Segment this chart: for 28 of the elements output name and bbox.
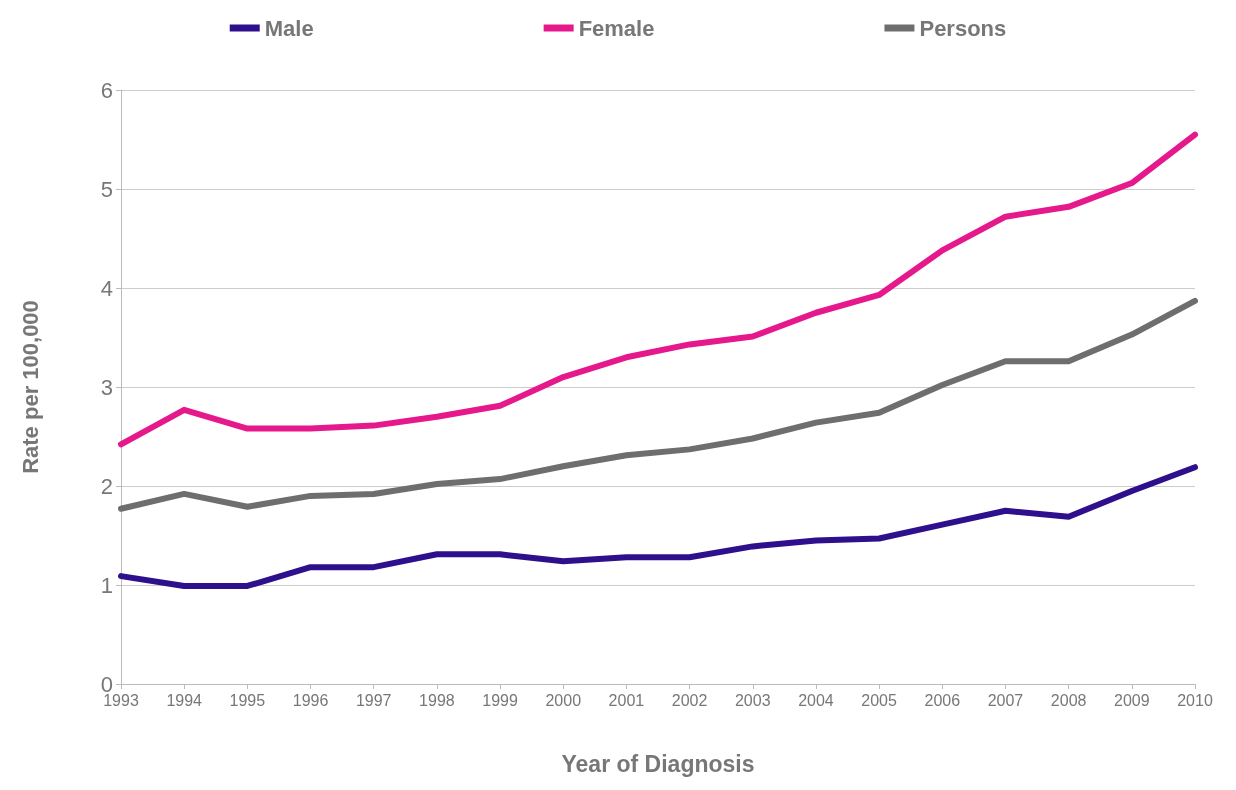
legend-label: Persons bbox=[919, 15, 1007, 41]
x-tick-label: 2008 bbox=[1050, 691, 1087, 709]
x-tick-label: 2001 bbox=[608, 691, 645, 709]
legend-label: Male bbox=[264, 15, 314, 41]
x-tick-label: 2006 bbox=[924, 691, 961, 709]
x-tick-label: 2007 bbox=[987, 691, 1024, 709]
x-tick-label: 1995 bbox=[229, 691, 266, 709]
x-tick-label: 2000 bbox=[545, 691, 582, 709]
x-tick-label: 1998 bbox=[419, 691, 455, 709]
x-tick-label: 1999 bbox=[482, 691, 518, 709]
x-tick-label: 1997 bbox=[355, 691, 392, 709]
x-tick-label: 2009 bbox=[1114, 691, 1150, 709]
y-axis-title: Rate per 100,000 bbox=[17, 300, 43, 474]
x-tick-label: 2010 bbox=[1177, 691, 1213, 709]
x-tick-label: 1994 bbox=[166, 691, 203, 709]
legend-label: Female bbox=[578, 15, 655, 41]
x-axis-title: Year of Diagnosis bbox=[561, 750, 755, 777]
x-tick-label: 2002 bbox=[671, 691, 708, 709]
y-tick-label: 3 bbox=[100, 374, 113, 400]
x-tick-label: 2004 bbox=[798, 691, 834, 709]
y-tick-label: 1 bbox=[100, 572, 113, 598]
x-tick-label: 2003 bbox=[734, 691, 771, 709]
y-tick-label: 2 bbox=[100, 473, 113, 499]
x-tick-label: 1996 bbox=[292, 691, 329, 709]
x-tick-label: 2005 bbox=[861, 691, 898, 709]
y-tick-label: 4 bbox=[100, 275, 113, 301]
y-tick-label: 6 bbox=[100, 77, 113, 103]
y-tick-label: 5 bbox=[100, 176, 113, 202]
